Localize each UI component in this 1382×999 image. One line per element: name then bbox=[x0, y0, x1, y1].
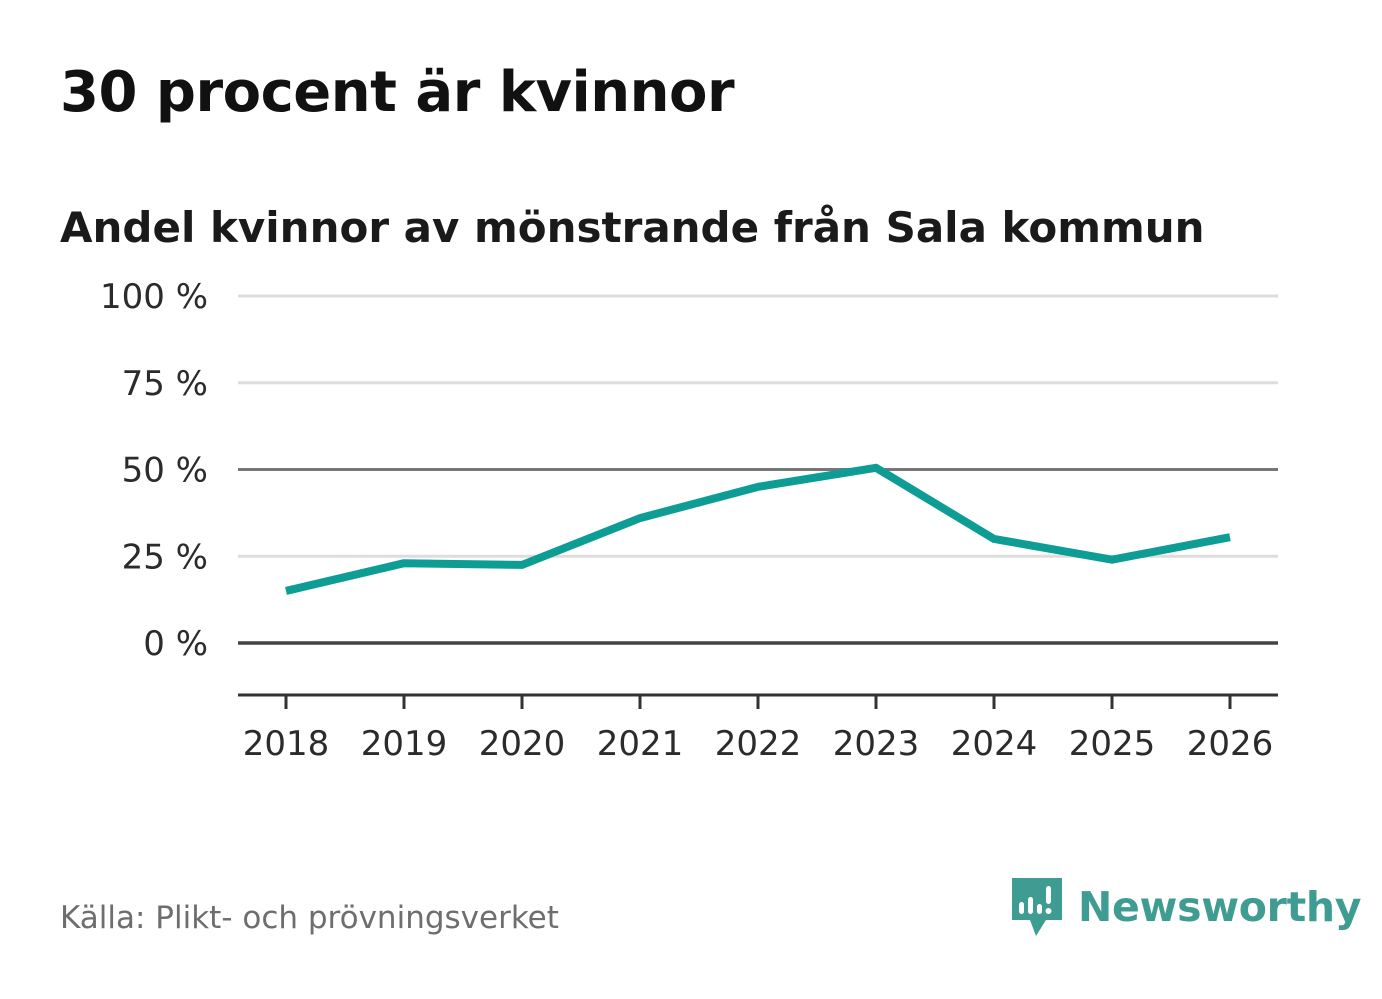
y-tick-label: 50 % bbox=[122, 451, 208, 491]
series-line bbox=[285, 463, 1231, 595]
x-tick-label: 2026 bbox=[1187, 724, 1274, 764]
x-tick-label: 2025 bbox=[1069, 724, 1156, 764]
y-axis-ticks: 100 % 75 % 50 % 25 % 0 % bbox=[100, 277, 208, 664]
gridlines bbox=[238, 294, 1278, 645]
y-tick-label: 100 % bbox=[100, 277, 208, 317]
chart-subtitle: Andel kvinnor av mönstrande från Sala ko… bbox=[60, 203, 1205, 252]
x-tick-label: 2018 bbox=[243, 724, 330, 764]
bar-chart-speech-bubble-icon bbox=[1012, 878, 1062, 936]
brand-name: Newsworthy bbox=[1078, 883, 1362, 931]
brand-logo: Newsworthy bbox=[1010, 876, 1361, 938]
x-tick-label: 2022 bbox=[715, 724, 802, 764]
y-tick-label: 75 % bbox=[122, 364, 208, 404]
x-tick-label: 2023 bbox=[833, 724, 920, 764]
y-tick-label: 0 % bbox=[143, 624, 208, 664]
source-note: Källa: Plikt- och prövningsverket bbox=[60, 900, 559, 936]
chart-title: 30 procent är kvinnor bbox=[60, 60, 735, 125]
series-layer bbox=[285, 463, 1231, 595]
x-tick-label: 2020 bbox=[479, 724, 566, 764]
y-tick-label: 25 % bbox=[122, 537, 208, 577]
x-tick-label: 2024 bbox=[951, 724, 1038, 764]
line-chart: 100 % 75 % 50 % 25 % 0 % 2018 2019 2020 2021 202… bbox=[100, 277, 1278, 764]
x-tick-label: 2019 bbox=[361, 724, 448, 764]
x-axis: 2018 2019 2020 2021 2022 2023 2024 2025 2026 bbox=[238, 693, 1278, 764]
x-tick-label: 2021 bbox=[597, 724, 684, 764]
